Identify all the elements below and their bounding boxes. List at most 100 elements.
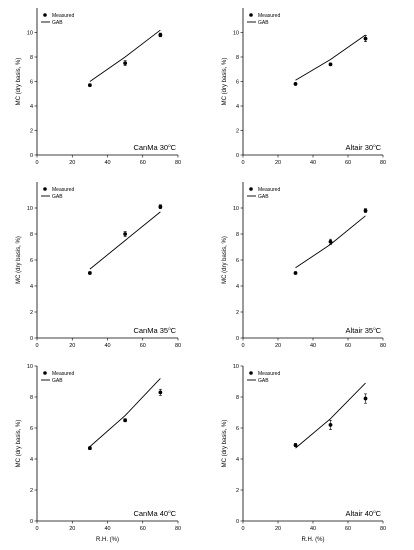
y-tick-label: 6 [30,426,33,432]
gab-fit-line [89,29,161,82]
x-tick-label: 20 [275,343,281,349]
gab-fit-line [295,34,366,81]
legend-measured-marker [43,187,47,191]
measured-point [158,390,163,395]
y-axis-label: MC (dry basis, %) [222,420,228,468]
condition-unit: C [171,326,177,335]
condition-text: Altair 35 [346,326,374,335]
y-tick-label: 8 [30,395,33,401]
condition-degree: o [373,509,376,514]
measured-point [328,239,333,244]
measured-point [123,418,128,423]
x-tick-label: 60 [140,160,146,166]
y-tick-label: 0 [236,519,239,525]
measured-point [87,271,92,275]
measured-point [293,271,298,275]
x-tick-label: 40 [310,160,316,166]
legend-measured-label: Measured [52,13,74,19]
x-tick-label: 60 [345,160,351,166]
legend-gab-label: GAB [52,378,63,384]
x-tick-label: 0 [241,160,244,166]
condition-degree: o [168,509,171,514]
y-tick-label: 0 [236,336,239,342]
condition-label: Altair 35oC [346,326,382,335]
x-tick-label: 20 [69,160,75,166]
y-tick-label: 2 [236,310,239,316]
gab-fit-line [89,211,161,270]
y-tick-label: 4 [30,457,33,463]
measured-point [158,33,163,37]
condition-text: CanMa 40 [133,509,168,518]
legend-measured-marker [43,371,47,375]
measured-point [363,396,368,401]
legend-measured-label: Measured [52,187,74,193]
condition-label: CanMa 35oC [133,326,176,335]
measured-point [328,423,333,427]
x-tick-label: 60 [345,526,351,532]
x-tick-label: 80 [380,160,386,166]
y-tick-label: 8 [236,232,239,238]
measured-point [363,208,368,213]
y-tick-label: 10 [27,31,33,37]
x-tick-label: 40 [310,526,316,532]
condition-text: Altair 30 [346,143,374,152]
legend-gab-label: GAB [258,378,269,384]
y-tick-label: 4 [236,457,239,463]
condition-unit: C [171,509,177,518]
y-tick-label: 10 [233,206,239,212]
measured-point [158,204,163,209]
y-tick-label: 6 [30,258,33,264]
legend-gab-label: GAB [258,194,269,200]
y-axis-label: MC (dry basis, %) [16,420,22,468]
y-tick-label: 0 [30,153,33,159]
condition-unit: C [171,143,177,152]
y-tick-label: 4 [236,284,239,290]
measured-point [293,443,298,447]
condition-text: CanMa 30 [133,143,168,152]
y-tick-label: 6 [30,80,33,86]
x-tick-label: 0 [241,343,244,349]
legend-measured-label: Measured [258,13,280,19]
y-tick-label: 8 [30,232,33,238]
condition-label: CanMa 30oC [133,143,176,152]
x-tick-label: 40 [104,526,110,532]
measured-point [293,82,298,86]
x-tick-label: 80 [175,526,181,532]
condition-label: Altair 40oC [346,509,382,518]
y-tick-label: 10 [233,364,239,370]
legend-measured-marker [249,13,253,17]
chart-panel-4: 0 20 40 60 80 0 2 4 6 8 10 MC (dry basis, %) Measure… [222,182,386,349]
x-tick-label: 80 [380,526,386,532]
condition-degree: o [373,326,376,331]
x-tick-label: 60 [140,526,146,532]
x-tick-label: 80 [175,343,181,349]
y-axis-label: MC (dry basis, %) [222,236,228,284]
y-tick-label: 10 [27,206,33,212]
x-axis-label: R.H. (%) [302,537,325,543]
y-tick-label: 6 [236,80,239,86]
legend-measured-label: Measured [52,371,74,377]
x-tick-label: 80 [380,343,386,349]
y-tick-label: 2 [236,129,239,135]
legend-measured-label: Measured [258,187,280,193]
legend-measured-marker [249,187,253,191]
measured-point [328,62,333,67]
condition-unit: C [376,509,382,518]
condition-degree: o [168,143,171,148]
chart-panel-2: 0 20 40 60 80 0 2 4 6 8 10 MC (dry basis, %) Measure… [222,8,386,166]
legend-gab-label: GAB [52,20,63,26]
condition-label: Altair 30oC [346,143,382,152]
y-axis-label: MC (dry basis, %) [16,236,22,284]
chart-panel-6: 0 20 40 60 80 0 2 4 6 8 10 MC (dry basis, %) R.H. (%… [222,364,386,543]
x-tick-label: 40 [104,343,110,349]
x-tick-label: 80 [175,160,181,166]
y-tick-label: 6 [236,258,239,264]
legend-measured-marker [43,13,47,17]
y-axis-label: MC (dry basis, %) [222,58,228,106]
x-tick-label: 60 [345,343,351,349]
condition-label: CanMa 40oC [133,509,176,518]
legend-measured-marker [249,371,253,375]
y-tick-label: 0 [236,153,239,159]
chart-panel-1: 0 20 40 60 80 0 2 4 6 8 10 MC (dry basis, %) Measure… [16,8,181,166]
